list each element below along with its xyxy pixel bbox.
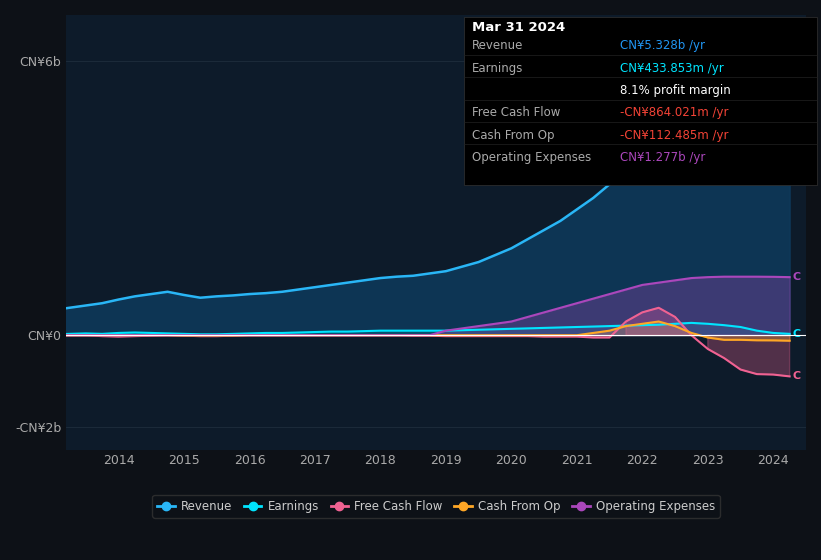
Text: C: C bbox=[793, 371, 801, 381]
Text: C: C bbox=[793, 272, 801, 282]
Text: CN¥5.328b /yr: CN¥5.328b /yr bbox=[620, 39, 705, 52]
Text: C: C bbox=[793, 97, 801, 107]
Text: Earnings: Earnings bbox=[472, 62, 524, 74]
Text: C: C bbox=[793, 329, 801, 339]
Text: Free Cash Flow: Free Cash Flow bbox=[472, 106, 561, 119]
Text: Mar 31 2024: Mar 31 2024 bbox=[472, 21, 566, 34]
Text: -CN¥864.021m /yr: -CN¥864.021m /yr bbox=[620, 106, 728, 119]
Text: CN¥1.277b /yr: CN¥1.277b /yr bbox=[620, 151, 705, 164]
Text: -CN¥112.485m /yr: -CN¥112.485m /yr bbox=[620, 129, 728, 142]
Text: CN¥433.853m /yr: CN¥433.853m /yr bbox=[620, 62, 723, 74]
Legend: Revenue, Earnings, Free Cash Flow, Cash From Op, Operating Expenses: Revenue, Earnings, Free Cash Flow, Cash … bbox=[152, 495, 720, 517]
Text: Operating Expenses: Operating Expenses bbox=[472, 151, 591, 164]
Text: 8.1% profit margin: 8.1% profit margin bbox=[620, 84, 731, 97]
Text: Cash From Op: Cash From Op bbox=[472, 129, 554, 142]
Text: Revenue: Revenue bbox=[472, 39, 524, 52]
